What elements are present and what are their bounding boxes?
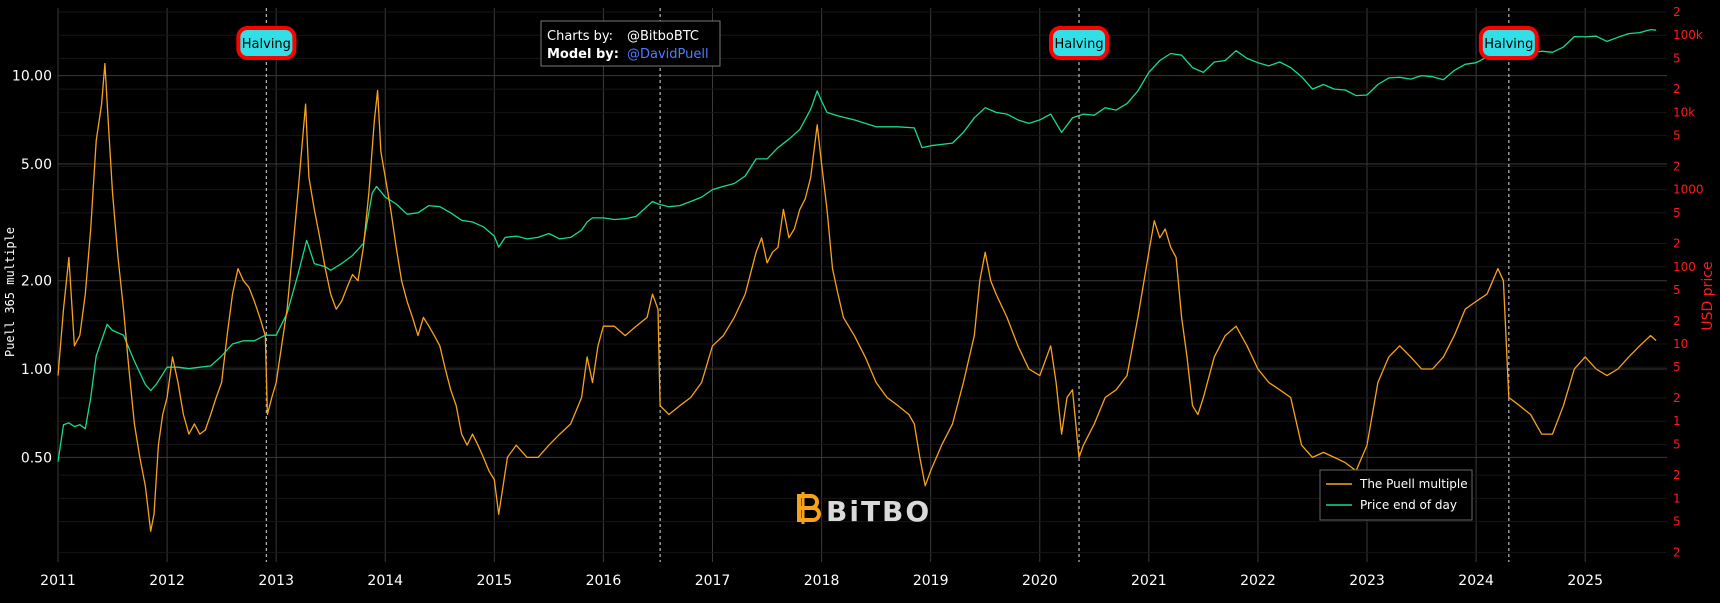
bitbo-logo-icon — [797, 492, 821, 524]
y-left-tick-label-0.50: 0.50 — [21, 450, 52, 466]
y-left-tick-label-2.00: 2.00 — [21, 274, 52, 290]
y-right-tick-label-0: 2 — [1673, 545, 1681, 559]
y-right-tick-label-14: 1000 — [1673, 183, 1704, 197]
x-tick-label-2018: 2018 — [804, 573, 840, 589]
halving-badge-0 — [236, 26, 297, 60]
y-right-tick-label-16: 5 — [1673, 129, 1681, 143]
halving-badge-3 — [1478, 26, 1539, 60]
bitbo-logo: BiTBO — [797, 492, 931, 528]
y-axis-right-label: USD price — [1700, 261, 1716, 330]
y-right-tick-label-6: 2 — [1673, 391, 1681, 405]
x-tick-label-2014: 2014 — [367, 573, 403, 589]
x-tick-label-2019: 2019 — [913, 573, 949, 589]
series-line-price — [57, 28, 1657, 462]
halving-label-3: Halving — [1478, 26, 1539, 60]
y-right-tick-label-21: 2 — [1673, 5, 1681, 19]
halving-label-2: Halving — [1049, 26, 1110, 60]
x-tick-label-2023: 2023 — [1349, 573, 1385, 589]
x-axis: 2011 2012 2013 2014 2015 2016 2017 2018 2019 2020… — [40, 573, 1603, 589]
y-right-tick-label-5: 1 — [1673, 414, 1681, 428]
x-tick-label-2011: 2011 — [40, 573, 76, 589]
y-right-tick-label-20: 100k — [1673, 28, 1703, 42]
halving-badge-text-2: Halving — [1054, 37, 1103, 52]
y-right-tick-label-4: 5 — [1673, 437, 1681, 451]
credits-box: Charts by: @BitboBTC Model by: @DavidPue… — [540, 20, 721, 67]
y-left-tick-label-5.00: 5.00 — [21, 157, 52, 173]
x-tick-label-2016: 2016 — [586, 573, 622, 589]
bitbo-logo-text: BiTBO — [826, 495, 931, 528]
x-tick-label-2020: 2020 — [1022, 573, 1058, 589]
y-axis-right: 2 5 1 2 5 1 2 5 10 2 5 100 2 5 1000 2 5 10k 2 5 100k 2 — [1673, 5, 1704, 559]
y-right-tick-label-1: 5 — [1673, 515, 1681, 529]
x-tick-label-2022: 2022 — [1240, 573, 1276, 589]
y-right-tick-label-12: 2 — [1673, 237, 1681, 251]
y-right-tick-label-3: 2 — [1673, 468, 1681, 482]
halving-badge-2 — [1049, 26, 1110, 60]
x-tick-label-2025: 2025 — [1567, 573, 1603, 589]
y-right-tick-label-13: 5 — [1673, 206, 1681, 220]
y-right-tick-label-9: 2 — [1673, 314, 1681, 328]
y-left-tick-label-10.00: 10.00 — [12, 69, 52, 85]
halving-badge-text-0: Halving — [242, 37, 291, 52]
y-axis-left: 0.50 1.00 2.00 5.00 10.00 — [12, 69, 52, 467]
y-right-tick-label-18: 2 — [1673, 82, 1681, 96]
halving-lines — [265, 8, 1510, 562]
y-right-tick-label-2: 1 — [1673, 491, 1681, 505]
x-tick-label-2012: 2012 — [149, 573, 185, 589]
y-right-tick-label-7: 5 — [1673, 360, 1681, 374]
halving-badge-text-3: Halving — [1484, 37, 1533, 52]
y-right-tick-label-8: 10 — [1673, 337, 1688, 351]
legend: The Puell multiple Price end of day — [1319, 469, 1473, 521]
y-right-tick-label-11: 100 — [1673, 260, 1696, 274]
legend-label-puell: The Puell multiple — [1359, 477, 1468, 491]
y-right-tick-label-15: 2 — [1673, 159, 1681, 173]
x-tick-label-2013: 2013 — [258, 573, 294, 589]
credit-charts-by-value[interactable]: @BitboBTC — [627, 29, 699, 44]
credit-charts-by-label: Charts by: — [547, 29, 613, 44]
x-tick-label-2017: 2017 — [695, 573, 731, 589]
y-axis-left-label: Puell 365 multiple — [3, 227, 17, 357]
y-right-tick-label-17: 10k — [1673, 105, 1695, 119]
y-left-tick-label-1.00: 1.00 — [21, 362, 52, 378]
grid-lines — [57, 8, 1667, 562]
series-line-puell-multiple — [57, 62, 1657, 532]
series-layer — [57, 28, 1657, 532]
credit-model-by-value[interactable]: @DavidPuell — [627, 47, 709, 62]
x-tick-label-2015: 2015 — [477, 573, 513, 589]
credit-model-by-label: Model by: — [547, 47, 619, 62]
halving-label-0: Halving — [236, 26, 297, 60]
x-tick-label-2021: 2021 — [1131, 573, 1167, 589]
legend-label-price: Price end of day — [1360, 498, 1457, 512]
y-right-tick-label-19: 5 — [1673, 51, 1681, 65]
x-tick-label-2024: 2024 — [1458, 573, 1494, 589]
y-right-tick-label-10: 5 — [1673, 283, 1681, 297]
